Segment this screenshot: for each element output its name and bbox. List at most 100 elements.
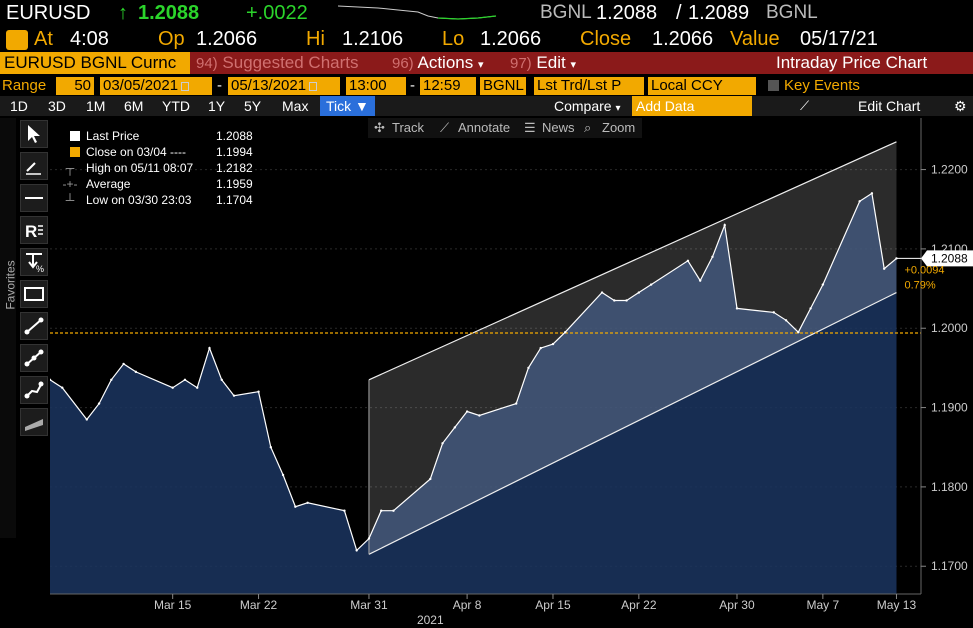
price-point bbox=[380, 509, 383, 512]
horizontal-line-icon[interactable] bbox=[20, 184, 48, 212]
security-field[interactable]: EURUSD BGNL Curnc bbox=[0, 52, 190, 74]
price-point bbox=[686, 259, 690, 262]
zoom-button[interactable]: Zoom bbox=[602, 120, 636, 135]
price-point bbox=[110, 378, 113, 381]
quote-header: EURUSD ↑ 1.2088 +.0022 BGNL 1.2088 / 1.2… bbox=[0, 0, 973, 28]
pointer-icon[interactable] bbox=[20, 120, 48, 148]
period-5y[interactable]: 5Y bbox=[244, 98, 262, 114]
end-date-field[interactable]: 05/13/2021 bbox=[228, 77, 340, 95]
range-label: Range bbox=[2, 77, 47, 94]
annotate-icon[interactable]: ⟋ bbox=[440, 120, 450, 135]
legend-row: ┬ High on 05/11 08:07 bbox=[54, 160, 193, 176]
ticker-symbol[interactable]: EURUSD bbox=[6, 2, 91, 24]
multipoint-icon[interactable] bbox=[20, 376, 48, 404]
price-point bbox=[858, 200, 861, 203]
start-date-text: 03/05/2021 bbox=[103, 77, 179, 94]
trend-channel[interactable] bbox=[368, 141, 897, 555]
channel-icon[interactable] bbox=[20, 344, 48, 372]
actions-button[interactable]: 96) Actions ▾ bbox=[392, 52, 484, 74]
start-date-field[interactable]: 03/05/2021 bbox=[100, 77, 212, 95]
value-label: Value bbox=[730, 28, 780, 50]
low-label: Lo bbox=[442, 28, 465, 50]
ask-price: 1.2089 bbox=[688, 2, 750, 24]
source-field[interactable]: BGNL bbox=[480, 77, 526, 95]
price-point bbox=[183, 378, 187, 381]
trendline-icon[interactable] bbox=[20, 312, 48, 340]
add-data-input[interactable]: Add Data bbox=[632, 96, 752, 116]
legend-label: Average bbox=[86, 177, 131, 191]
currency-select[interactable]: Local CCY bbox=[648, 77, 756, 95]
time-separator: - bbox=[410, 77, 415, 94]
average-marker-icon: -+- bbox=[62, 177, 78, 191]
y-tick-label: 1.1900 bbox=[931, 401, 968, 415]
zoom-icon[interactable]: ⌕ bbox=[584, 120, 592, 135]
compare-dropdown[interactable]: Compare ▾ bbox=[554, 96, 621, 116]
news-button[interactable]: News bbox=[542, 120, 575, 135]
price-point bbox=[564, 331, 567, 334]
legend-label: High on 05/11 08:07 bbox=[86, 161, 194, 175]
low-marker-icon: ┴ bbox=[65, 193, 75, 207]
price-point bbox=[61, 386, 64, 389]
price-point bbox=[882, 267, 886, 270]
end-time-field[interactable]: 12:59 bbox=[420, 77, 476, 95]
edit-button[interactable]: 97) Edit ▾ bbox=[510, 52, 576, 74]
low-value: 1.2066 bbox=[480, 28, 542, 50]
x-tick-label: Mar 15 bbox=[154, 598, 192, 612]
price-line bbox=[48, 192, 898, 552]
period-1d[interactable]: 1D bbox=[10, 98, 28, 114]
x-tick-label: Apr 15 bbox=[535, 598, 571, 612]
chart-legend[interactable]: Last Price 1.2088 Close on 03/04 ---- 1.… bbox=[54, 124, 262, 212]
high-label: Hi bbox=[306, 28, 325, 50]
actions-label: Actions bbox=[417, 53, 474, 72]
line-draw-icon[interactable] bbox=[20, 152, 48, 180]
price-point bbox=[797, 331, 800, 334]
text-icon[interactable]: R bbox=[20, 216, 48, 244]
price-point bbox=[698, 279, 702, 282]
tick-dropdown[interactable]: Tick ▼ bbox=[320, 96, 375, 116]
period-ytd[interactable]: YTD bbox=[162, 98, 190, 114]
edit-chart-button[interactable]: Edit Chart bbox=[858, 96, 920, 116]
track-button[interactable]: Track bbox=[392, 120, 425, 135]
favorites-label: Favorites bbox=[3, 260, 18, 310]
period-1y[interactable]: 1Y bbox=[208, 98, 226, 114]
field-select[interactable]: Lst Trd/Lst P bbox=[534, 77, 644, 95]
price-point bbox=[539, 346, 542, 350]
price-point bbox=[551, 342, 555, 346]
price-point bbox=[465, 410, 469, 413]
annotate-button[interactable]: Annotate bbox=[458, 120, 511, 135]
price-point bbox=[637, 291, 641, 294]
suggested-charts-button[interactable]: 94) Suggested Charts bbox=[196, 52, 359, 74]
date-separator: - bbox=[217, 77, 222, 94]
period-1m[interactable]: 1M bbox=[86, 98, 106, 114]
rectangle-icon[interactable] bbox=[20, 280, 48, 308]
change-percent: 0.79% bbox=[904, 279, 935, 291]
collapse-icon[interactable]: ⟋ bbox=[800, 98, 810, 113]
value-date: 05/17/21 bbox=[800, 28, 878, 50]
calendar-icon[interactable] bbox=[181, 81, 190, 91]
key-events-checkbox[interactable] bbox=[768, 80, 779, 91]
bars-field[interactable]: 50 bbox=[56, 77, 94, 95]
calendar-icon[interactable] bbox=[309, 81, 318, 91]
price-point bbox=[196, 386, 199, 389]
favorites-strip[interactable] bbox=[0, 118, 16, 538]
at-value: 4:08 bbox=[70, 28, 109, 50]
price-point bbox=[821, 283, 825, 286]
period-3d[interactable]: 3D bbox=[48, 98, 66, 114]
last-price-line bbox=[49, 192, 897, 552]
start-time-field[interactable]: 13:00 bbox=[346, 77, 406, 95]
settings-gear-icon[interactable]: ⚙ bbox=[954, 98, 967, 114]
price-point bbox=[294, 505, 297, 508]
price-point bbox=[735, 307, 739, 310]
period-max[interactable]: Max bbox=[282, 98, 309, 114]
ruler-icon[interactable] bbox=[20, 408, 48, 436]
end-date-text: 05/13/2021 bbox=[231, 77, 307, 94]
price-point bbox=[171, 386, 174, 389]
period-6m[interactable]: 6M bbox=[124, 98, 144, 114]
bid-ask-separator: / bbox=[676, 2, 682, 24]
track-icon[interactable]: ✣ bbox=[374, 120, 385, 135]
price-point bbox=[870, 192, 874, 195]
fibonacci-icon[interactable]: % bbox=[20, 248, 48, 276]
news-icon[interactable]: ☰ bbox=[524, 120, 536, 135]
price-point bbox=[208, 346, 211, 350]
